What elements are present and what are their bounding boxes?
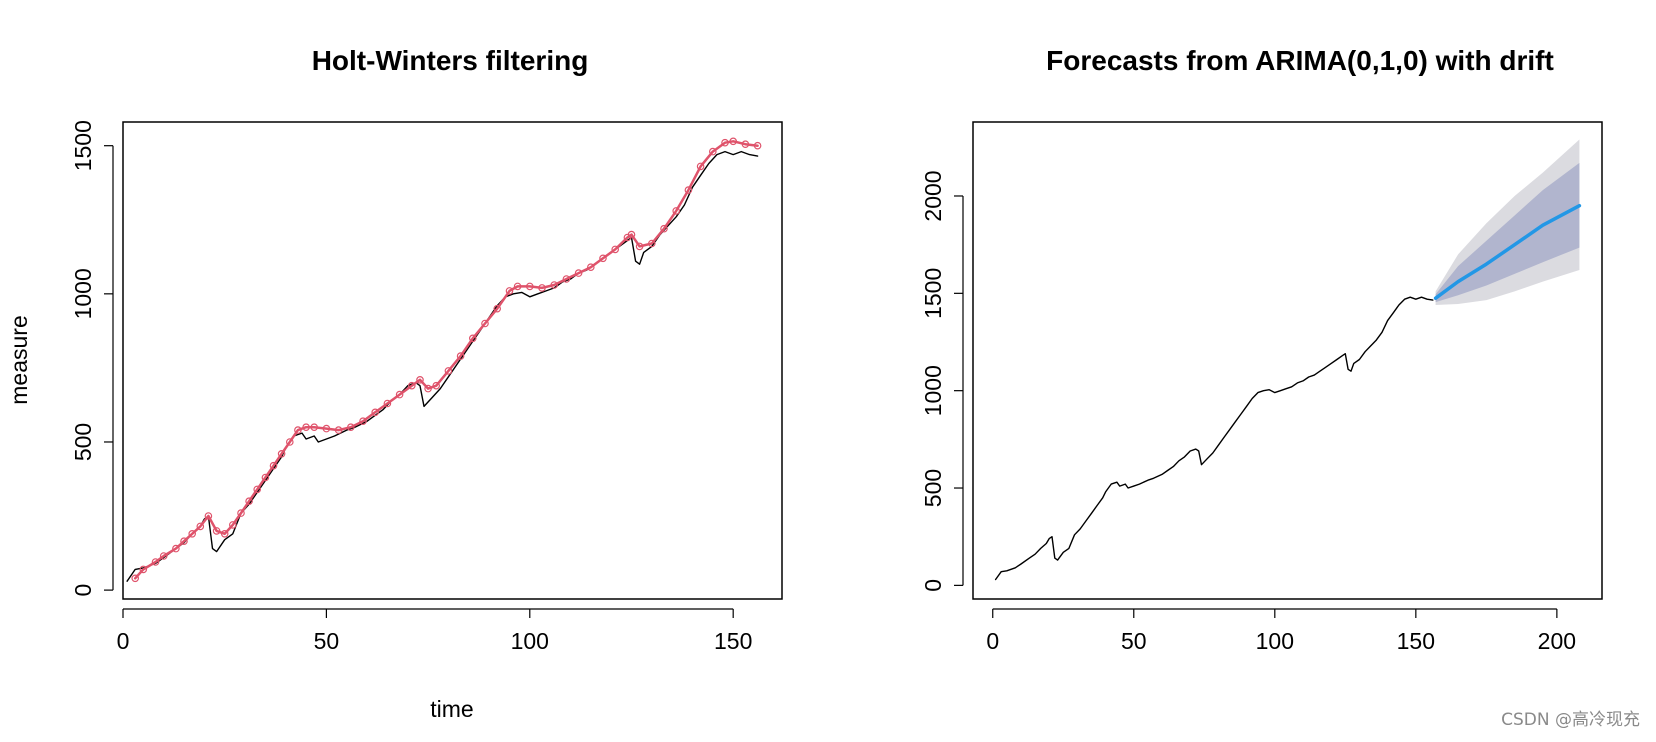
holt-winters-y-tick-label: 0 <box>70 584 96 597</box>
holt-winters-fitted-point <box>131 574 140 583</box>
arima-forecast-plot-area <box>994 139 1582 581</box>
arima-forecast-x-tick-label: 50 <box>1121 628 1147 654</box>
arima-forecast-x-tick-label: 200 <box>1538 628 1576 654</box>
holt-winters-fitted-point <box>188 529 197 538</box>
holt-winters-fitted-point <box>660 224 668 233</box>
holt-winters-fitted-point <box>416 375 424 384</box>
holt-winters-x-tick-label: 100 <box>511 628 549 654</box>
holt-winters-fitted-point <box>538 284 546 292</box>
arima-forecast-forecast-line <box>1433 203 1582 300</box>
holt-winters-fitted-point <box>159 552 168 560</box>
holt-winters-fitted-point <box>371 408 380 417</box>
arima-forecast-y-tick-label: 0 <box>920 579 946 592</box>
holt-winters-panel: Holt-Winters filtering 0 50 100 15005001000… <box>6 45 783 722</box>
arima-forecast-panel: Forecasts from ARIMA(0,1,0) with drift 0… <box>920 45 1603 654</box>
holt-winters-fitted-point <box>468 334 477 343</box>
holt-winters-fitted-point <box>334 426 343 434</box>
holt-winters-fitted-point <box>285 438 294 446</box>
holt-winters-fitted-point <box>525 282 534 291</box>
holt-winters-fitted-point <box>346 423 355 432</box>
holt-winters-fitted-point <box>139 565 148 574</box>
holt-winters-y-tick-label: 500 <box>70 423 96 461</box>
holt-winters-fitted-point <box>151 558 160 566</box>
holt-winters-fitted-point <box>513 282 522 291</box>
holt-winters-fitted-point <box>672 207 681 215</box>
holt-winters-title: Holt-Winters filtering <box>312 45 589 76</box>
holt-winters-fitted-point <box>359 417 367 426</box>
arima-forecast-y-tick-label: 2000 <box>920 170 946 221</box>
holt-winters-fitted-point <box>310 423 319 432</box>
holt-winters-fitted-point <box>269 461 278 470</box>
holt-winters-fitted-point <box>635 242 644 251</box>
holt-winters-fitted-point <box>708 147 717 156</box>
holt-winters-fitted-point <box>444 367 453 375</box>
holt-winters-x-axis-title: time <box>430 696 473 722</box>
holt-winters-fitted-point <box>407 381 416 390</box>
holt-winters-fitted-point <box>302 423 310 432</box>
holt-winters-fitted-point <box>277 449 286 458</box>
arima-forecast-x-tick-label: 150 <box>1397 628 1435 654</box>
holt-winters-fitted-point <box>432 381 441 390</box>
holt-winters-fitted-point <box>261 473 270 482</box>
holt-winters-fitted-point <box>721 138 729 147</box>
arima-forecast-title: Forecasts from ARIMA(0,1,0) with drift <box>1046 45 1554 76</box>
holt-winters-fitted-point <box>753 141 762 150</box>
holt-winters-plot-box <box>122 121 783 600</box>
arima-forecast-y-tick-label: 500 <box>920 469 946 507</box>
holt-winters-x-tick-label: 50 <box>314 628 340 654</box>
holt-winters-y-tick-label: 1500 <box>70 120 96 171</box>
holt-winters-fitted-point <box>493 304 502 313</box>
holt-winters-fitted-point <box>741 140 750 149</box>
holt-winters-x-tick-label: 150 <box>714 628 752 654</box>
holt-winters-fitted-point <box>684 186 693 194</box>
holt-winters-fitted-point <box>550 281 559 289</box>
holt-winters-fitted-point <box>212 527 221 535</box>
holt-winters-fitted-point <box>294 426 302 434</box>
holt-winters-fitted-point <box>574 269 583 277</box>
holt-winters-fitted-point <box>611 245 620 254</box>
arima-forecast-y-tick-label: 1000 <box>920 365 946 416</box>
holt-winters-fitted-point <box>627 230 636 239</box>
holt-winters-fitted-point <box>245 497 253 506</box>
holt-winters-fitted-point <box>424 384 432 393</box>
holt-winters-fitted-point <box>322 424 331 433</box>
holt-winters-fitted-point <box>586 263 595 272</box>
holt-winters-fitted-point <box>729 137 738 146</box>
holt-winters-y-tick-label: 1000 <box>70 268 96 319</box>
holt-winters-fitted-point <box>220 529 229 538</box>
holt-winters-fitted-point <box>172 544 180 553</box>
holt-winters-fitted-point <box>253 485 262 494</box>
holt-winters-fitted-point <box>562 275 571 283</box>
holt-winters-fitted-line <box>133 140 759 580</box>
holt-winters-fitted-point <box>395 390 404 399</box>
holt-winters-fitted-point <box>696 162 705 171</box>
arima-forecast-y-tick-label: 1500 <box>920 268 946 319</box>
arima-forecast-interval-80 <box>1435 162 1580 303</box>
holt-winters-plot-area <box>126 137 762 583</box>
holt-winters-x-tick-label: 0 <box>117 628 130 654</box>
holt-winters-fitted-point <box>383 399 392 408</box>
holt-winters-y-axis-title: measure <box>6 315 32 404</box>
arima-forecast-observed-line <box>994 296 1434 581</box>
holt-winters-fitted-point <box>599 254 607 263</box>
holt-winters-fitted-point <box>180 537 188 546</box>
holt-winters-fitted-point <box>196 522 205 531</box>
arima-forecast-plot-box <box>972 121 1603 600</box>
holt-winters-fitted-point <box>229 521 237 529</box>
arima-forecast-x-tick-label: 100 <box>1256 628 1294 654</box>
arima-forecast-x-tick-label: 0 <box>986 628 999 654</box>
holt-winters-fitted-point <box>647 239 656 248</box>
holt-winters-fitted-point <box>237 509 245 517</box>
csdn-watermark: CSDN @高冷现充 <box>1501 710 1640 730</box>
holt-winters-fitted-point <box>456 352 465 360</box>
holt-winters-fitted-point <box>505 287 514 295</box>
holt-winters-fitted-point <box>204 512 213 520</box>
holt-winters-fitted-point <box>481 319 489 328</box>
holt-winters-observed-line <box>126 150 759 582</box>
